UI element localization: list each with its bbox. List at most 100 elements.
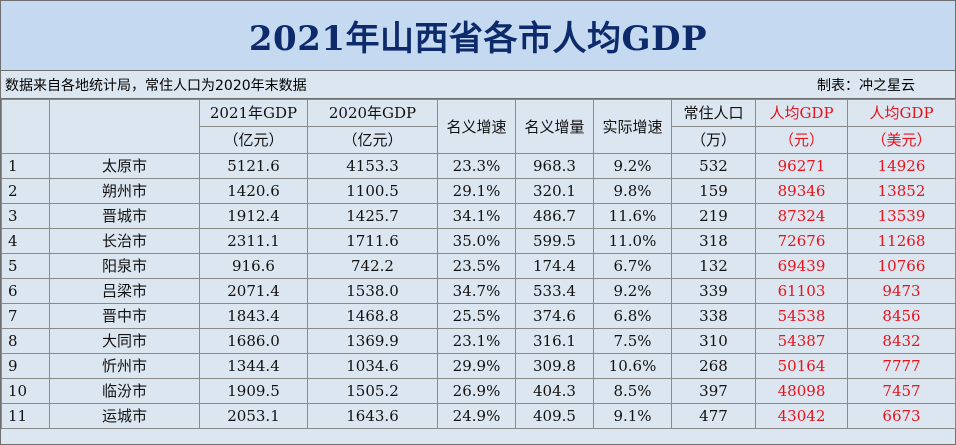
table-row: 7 晋中市 1843.4 1468.8 25.5% 374.6 6.8% 338 54538 84… — [1, 303, 956, 329]
cell-gdp2021: 2053.1 — [199, 403, 308, 429]
cell-per-capita-usd: 10766 — [847, 253, 956, 279]
cell-real-rate: 9.2% — [593, 153, 672, 179]
cell-city: 太原市 — [49, 153, 200, 179]
table-row: 4 长治市 2311.1 1711.6 35.0% 599.5 11.0% 318 72676 1… — [1, 228, 956, 254]
cell-per-capita-usd: 8432 — [847, 328, 956, 354]
cell-nominal-increase: 599.5 — [515, 228, 594, 254]
cell-gdp2020: 1034.6 — [307, 353, 438, 379]
cell-population: 318 — [671, 228, 756, 254]
cell-nominal-rate: 23.5% — [437, 253, 516, 279]
cell-per-capita-usd: 7457 — [847, 378, 956, 404]
cell-gdp2020: 1468.8 — [307, 303, 438, 329]
header-row-2: （亿元） （亿元） （万） （元） （美元） — [2, 126, 956, 154]
header-gdp2020-unit: （亿元） — [307, 126, 438, 154]
cell-nominal-increase: 404.3 — [515, 378, 594, 404]
cell-real-rate: 9.1% — [593, 403, 672, 429]
cell-population: 397 — [671, 378, 756, 404]
cell-gdp2020: 1100.5 — [307, 178, 438, 204]
cell-per-capita-cny: 87324 — [755, 203, 848, 229]
header-nominal-rate: 名义增速 — [437, 99, 516, 154]
cell-population: 268 — [671, 353, 756, 379]
cell-gdp2021: 2311.1 — [199, 228, 308, 254]
cell-city: 运城市 — [49, 403, 200, 429]
cell-city: 阳泉市 — [49, 253, 200, 279]
table-body: 1 太原市 5121.6 4153.3 23.3% 968.3 9.2% 532 96271 14… — [1, 153, 956, 429]
cell-real-rate: 11.6% — [593, 203, 672, 229]
cell-per-capita-usd: 6673 — [847, 403, 956, 429]
cell-rank: 10 — [1, 378, 50, 404]
cell-real-rate: 7.5% — [593, 328, 672, 354]
cell-per-capita-cny: 72676 — [755, 228, 848, 254]
cell-per-capita-cny: 96271 — [755, 153, 848, 179]
cell-nominal-increase: 968.3 — [515, 153, 594, 179]
cell-nominal-rate: 24.9% — [437, 403, 516, 429]
cell-gdp2021: 916.6 — [199, 253, 308, 279]
header-gdp2021-unit: （亿元） — [199, 126, 308, 154]
cell-per-capita-usd: 13852 — [847, 178, 956, 204]
cell-gdp2021: 1912.4 — [199, 203, 308, 229]
cell-per-capita-cny: 61103 — [755, 278, 848, 304]
cell-city: 晋中市 — [49, 303, 200, 329]
cell-per-capita-cny: 54538 — [755, 303, 848, 329]
cell-per-capita-cny: 89346 — [755, 178, 848, 204]
cell-rank: 5 — [1, 253, 50, 279]
cell-per-capita-cny: 50164 — [755, 353, 848, 379]
cell-nominal-increase: 374.6 — [515, 303, 594, 329]
header-row-1: 2021年GDP 2020年GDP 名义增速 名义增量 实际增速 常住人口 人均… — [1, 99, 956, 154]
header-nominal-increase: 名义增量 — [515, 99, 594, 154]
cell-nominal-rate: 35.0% — [437, 228, 516, 254]
header-per-capita-cny-unit: （元） — [755, 126, 848, 154]
cell-real-rate: 11.0% — [593, 228, 672, 254]
author-note: 制表：冲之星云 — [817, 77, 915, 94]
header-population: 常住人口 — [671, 99, 756, 127]
cell-city: 临汾市 — [49, 378, 200, 404]
cell-gdp2021: 1344.4 — [199, 353, 308, 379]
cell-gdp2020: 1505.2 — [307, 378, 438, 404]
cell-city: 忻州市 — [49, 353, 200, 379]
cell-nominal-increase: 309.8 — [515, 353, 594, 379]
cell-nominal-increase: 316.1 — [515, 328, 594, 354]
cell-gdp2021: 2071.4 — [199, 278, 308, 304]
table-row: 10 临汾市 1909.5 1505.2 26.9% 404.3 8.5% 397 48098 7… — [1, 378, 956, 404]
header-real-rate: 实际增速 — [593, 99, 672, 154]
cell-city: 朔州市 — [49, 178, 200, 204]
cell-population: 339 — [671, 278, 756, 304]
header-city-blank — [49, 99, 200, 154]
cell-population: 159 — [671, 178, 756, 204]
header-rank-blank — [1, 99, 50, 154]
title-bar: 2021年山西省各市人均GDP — [1, 1, 955, 71]
cell-gdp2020: 742.2 — [307, 253, 438, 279]
cell-population: 338 — [671, 303, 756, 329]
table-row: 8 大同市 1686.0 1369.9 23.1% 316.1 7.5% 310 54387 84… — [1, 328, 956, 354]
header-per-capita-cny: 人均GDP — [755, 99, 848, 127]
cell-per-capita-usd: 9473 — [847, 278, 956, 304]
cell-population: 310 — [671, 328, 756, 354]
cell-population: 532 — [671, 153, 756, 179]
header-gdp2020: 2020年GDP — [307, 99, 438, 127]
cell-per-capita-usd: 13539 — [847, 203, 956, 229]
cell-gdp2021: 1843.4 — [199, 303, 308, 329]
cell-gdp2021: 1420.6 — [199, 178, 308, 204]
table-row: 1 太原市 5121.6 4153.3 23.3% 968.3 9.2% 532 96271 14… — [1, 153, 956, 179]
cell-nominal-rate: 29.1% — [437, 178, 516, 204]
cell-per-capita-usd: 7777 — [847, 353, 956, 379]
header-per-capita-usd: 人均GDP — [847, 99, 956, 127]
cell-nominal-increase: 320.1 — [515, 178, 594, 204]
cell-rank: 1 — [1, 153, 50, 179]
note-bar: 数据来自各地统计局，常住人口为2020年末数据 制表：冲之星云 — [1, 71, 955, 99]
cell-per-capita-cny: 48098 — [755, 378, 848, 404]
cell-real-rate: 6.8% — [593, 303, 672, 329]
cell-nominal-rate: 26.9% — [437, 378, 516, 404]
table-row: 2 朔州市 1420.6 1100.5 29.1% 320.1 9.8% 159 89346 13… — [1, 178, 956, 204]
table-row: 9 忻州市 1344.4 1034.6 29.9% 309.8 10.6% 268 50164 7… — [1, 353, 956, 379]
cell-rank: 3 — [1, 203, 50, 229]
cell-nominal-rate: 23.3% — [437, 153, 516, 179]
table-row: 3 晋城市 1912.4 1425.7 34.1% 486.7 11.6% 219 87324 1… — [1, 203, 956, 229]
cell-gdp2020: 1711.6 — [307, 228, 438, 254]
gdp-table: 2021年GDP 2020年GDP 名义增速 名义增量 实际增速 常住人口 人均… — [1, 99, 956, 429]
cell-gdp2021: 1686.0 — [199, 328, 308, 354]
cell-nominal-rate: 25.5% — [437, 303, 516, 329]
cell-gdp2020: 4153.3 — [307, 153, 438, 179]
table-row: 5 阳泉市 916.6 742.2 23.5% 174.4 6.7% 132 69439 1076… — [1, 253, 956, 279]
